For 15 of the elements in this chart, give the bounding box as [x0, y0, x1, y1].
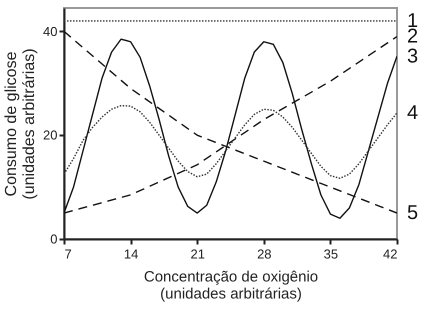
- y-tick-label: 40: [43, 24, 58, 39]
- x-tick-label: 14: [124, 246, 138, 262]
- x-tick-label: 42: [383, 246, 398, 262]
- x-tick-label: 35: [324, 246, 338, 262]
- x-axis-title: Concentração de oxigênio (unidades arbitrárias): [144, 268, 318, 302]
- series-label: 3: [407, 45, 418, 68]
- series-label: 4: [407, 102, 418, 124]
- x-tick-label: 21: [190, 246, 205, 262]
- y-tick-label: 20: [43, 128, 58, 143]
- y-tick-label: 0: [50, 232, 58, 246]
- y-axis-title: Consumo de glicose (unidades arbitrárias): [3, 48, 38, 200]
- line-series: [64, 104, 397, 179]
- series-label: 5: [407, 202, 418, 224]
- x-tick-label: 28: [257, 246, 272, 262]
- x-tick-label: 7: [64, 246, 72, 262]
